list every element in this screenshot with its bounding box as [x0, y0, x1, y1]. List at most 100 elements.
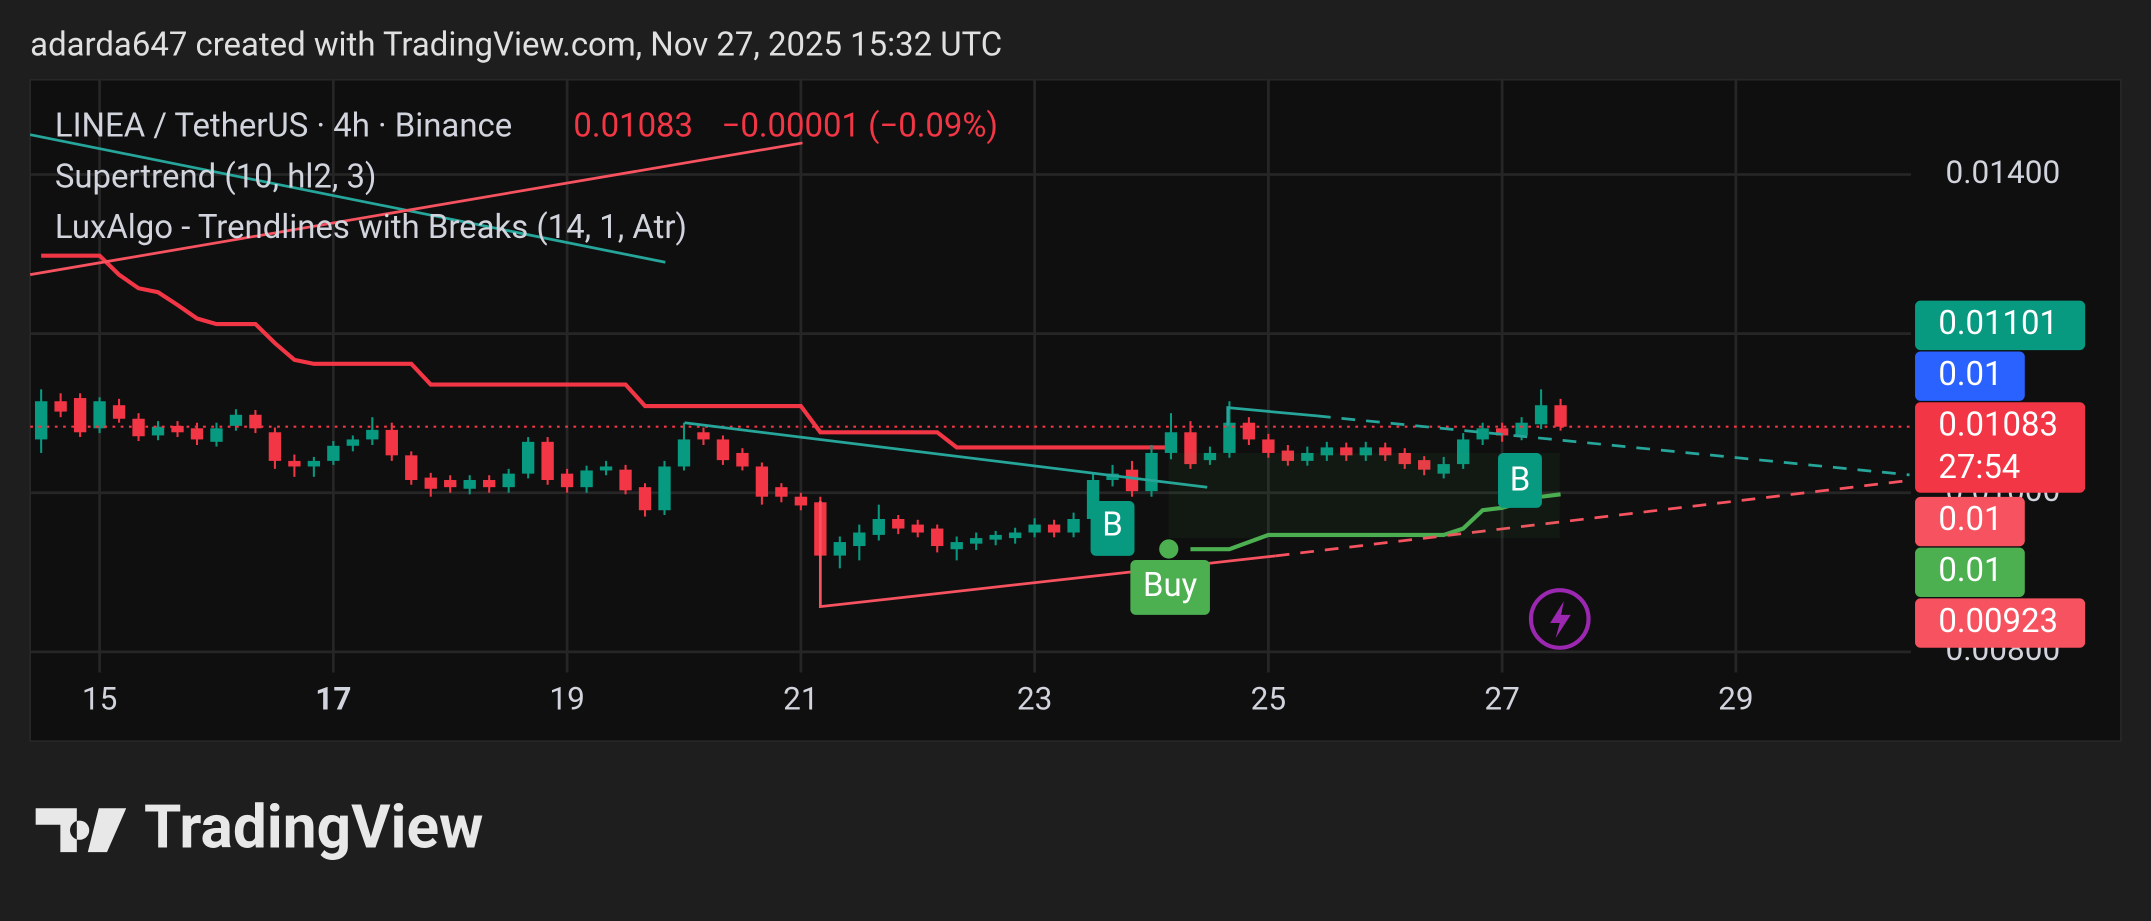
candle-body	[1359, 447, 1372, 456]
change: −0.00001 (−0.09%)	[722, 107, 998, 146]
candle-body	[54, 401, 67, 412]
candle-body	[1008, 532, 1022, 539]
candle-body	[872, 518, 885, 535]
candle-body	[638, 487, 652, 511]
trendline	[29, 141, 803, 276]
candle-body	[424, 477, 437, 489]
x-tick-label: 19	[549, 681, 584, 718]
candle-body	[1495, 428, 1509, 436]
candle-body	[463, 480, 476, 489]
candle-body	[34, 401, 48, 440]
candle-body	[775, 487, 788, 497]
candle-body	[385, 429, 398, 456]
x-tick-label: 17	[315, 681, 351, 718]
signal-label: Buy	[1143, 566, 1198, 605]
price-tag-label: 0.00923	[1938, 602, 2058, 641]
candle-body	[346, 439, 360, 446]
candle-body	[444, 480, 457, 488]
signal-box	[1498, 452, 1542, 508]
candle-body	[599, 466, 613, 471]
candle-body	[1047, 524, 1061, 533]
candle-body	[307, 460, 321, 467]
trendline	[818, 500, 1276, 609]
chart-panel	[29, 79, 2122, 742]
x-tick-label: 23	[1017, 681, 1052, 718]
candle-body	[502, 473, 515, 488]
candle-body	[288, 460, 301, 467]
candle-body	[1184, 432, 1197, 465]
candle-body	[268, 432, 282, 461]
alert-icon[interactable]	[1528, 588, 1591, 650]
signal: B	[1090, 500, 1135, 556]
candle-body	[853, 532, 866, 547]
candle-body	[736, 452, 749, 467]
candle-body	[619, 469, 632, 491]
last-price: 0.01083	[573, 107, 693, 146]
candle-body	[1476, 428, 1489, 440]
candle-body	[327, 445, 340, 461]
trendlines	[29, 133, 1910, 609]
candle-body	[755, 466, 769, 497]
candle-body	[911, 524, 924, 533]
price-tag-countdown: 27:54	[1938, 448, 2020, 487]
candle-body	[1223, 422, 1236, 453]
trendline	[684, 421, 1208, 489]
alert-bolt	[1550, 601, 1571, 639]
y-tick-label: 0.01400	[1945, 154, 2060, 191]
trendline	[29, 133, 666, 264]
signal-box	[1090, 500, 1135, 556]
candle-body	[1340, 447, 1353, 456]
x-tick-label: 29	[1718, 681, 1753, 718]
price-tag-label: 0.01	[1938, 551, 2002, 590]
candle-body	[1125, 469, 1139, 492]
candle-body	[950, 542, 963, 550]
header: adarda647 created with TradingView.com, …	[30, 26, 1002, 65]
candle-body	[405, 455, 418, 481]
candle-body	[1145, 452, 1158, 492]
price-tag-label: 0.01101	[1938, 304, 2058, 343]
price-tag	[1915, 351, 2025, 401]
candle-body	[1418, 460, 1431, 470]
candle-body	[93, 401, 106, 429]
trendline	[1226, 406, 1318, 426]
logo-mark	[35, 808, 127, 853]
signal: Buy	[1130, 539, 1210, 615]
candle-body	[833, 542, 846, 556]
signal: B	[1498, 452, 1542, 508]
symbol: LINEA / TetherUS · 4h · Binance	[55, 107, 512, 146]
price-tag	[1915, 547, 2025, 597]
price-tag-label: 0.01083	[1938, 406, 2058, 445]
trendline	[1275, 479, 1910, 558]
alert-ring	[1528, 588, 1591, 650]
candle-body	[521, 441, 535, 474]
candle-body	[73, 398, 87, 433]
x-tick-label: 27	[1484, 681, 1519, 718]
candle-body	[1067, 518, 1080, 533]
x-tick-label: 25	[1251, 681, 1286, 718]
candle-body	[1437, 464, 1450, 474]
supertrend-line	[1190, 492, 1561, 552]
candle-body	[112, 405, 126, 419]
trend-fill	[1168, 452, 1560, 539]
indicator: LuxAlgo - Trendlines with Breaks (14, 1,…	[55, 208, 687, 247]
price-tag	[1915, 598, 2086, 648]
candle-body	[1164, 432, 1178, 453]
candle-body	[716, 439, 730, 461]
candle-body	[1379, 447, 1392, 456]
x-tick-label: 21	[783, 681, 818, 718]
candle-body	[677, 439, 691, 467]
candle-body	[1457, 439, 1470, 465]
candle-body	[1028, 524, 1041, 533]
price-tag-label: 0.01	[1938, 355, 2002, 394]
trendline	[1316, 414, 1910, 477]
candle-body	[1398, 452, 1411, 465]
candle-body	[210, 428, 223, 442]
candle-body	[1242, 422, 1256, 440]
candle-body	[697, 432, 710, 440]
candle-body	[249, 414, 262, 429]
logo: TradingView	[35, 792, 483, 863]
candle-body	[1262, 439, 1275, 453]
candle-body	[794, 496, 808, 506]
candle-body	[1320, 447, 1333, 456]
